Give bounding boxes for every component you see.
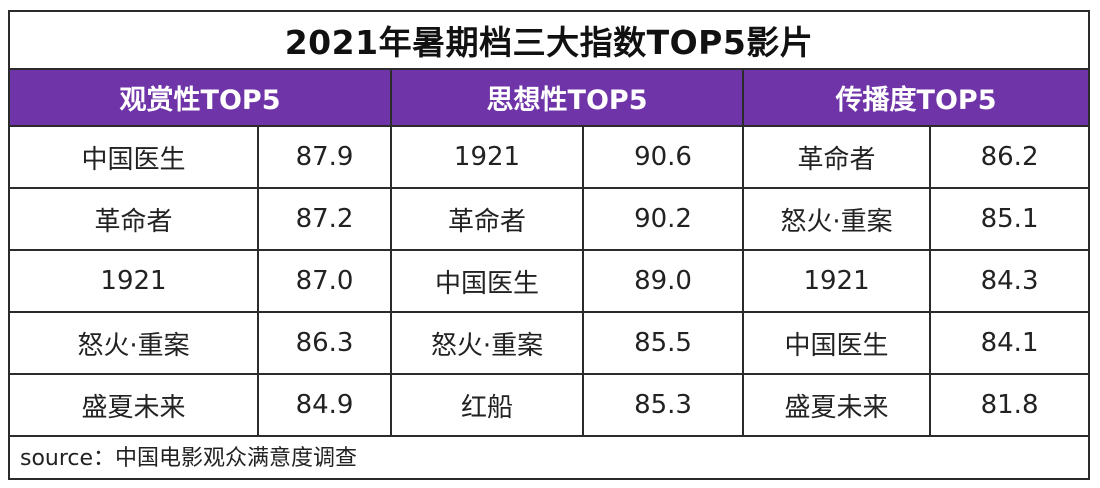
- score-cell: 85.5: [583, 312, 745, 375]
- score-cell: 81.8: [930, 374, 1089, 437]
- score-cell: 90.6: [583, 126, 745, 189]
- film-cell: 怒火·重案: [743, 188, 932, 251]
- film-cell: 1921: [10, 250, 259, 313]
- score-cell: 86.3: [258, 312, 393, 375]
- table-row: 怒火·重案 86.3 怒火·重案 85.5 中国医生 84.1: [10, 312, 1089, 375]
- film-cell: 革命者: [10, 188, 259, 251]
- source-note: source：中国电影观众满意度调查: [20, 446, 358, 471]
- header-spread: 传播度TOP5: [743, 70, 1089, 127]
- film-cell: 盛夏未来: [10, 374, 259, 437]
- score-cell: 85.3: [583, 374, 745, 437]
- ranking-table-frame: 2021年暑期档三大指数TOP5影片 观赏性TOP5 思想性TOP5 传播度TO…: [8, 10, 1090, 480]
- film-cell: 中国医生: [743, 312, 932, 375]
- film-cell: 中国医生: [391, 250, 585, 313]
- table-row: 中国医生 87.9 1921 90.6 革命者 86.2: [10, 126, 1089, 189]
- score-cell: 84.3: [930, 250, 1089, 313]
- score-cell: 87.0: [258, 250, 393, 313]
- film-cell: 怒火·重案: [391, 312, 585, 375]
- film-cell: 怒火·重案: [10, 312, 259, 375]
- score-cell: 84.9: [258, 374, 393, 437]
- table-title: 2021年暑期档三大指数TOP5影片: [10, 12, 1088, 70]
- score-cell: 84.1: [930, 312, 1089, 375]
- film-cell: 1921: [743, 250, 932, 313]
- score-cell: 86.2: [930, 126, 1089, 189]
- score-cell: 89.0: [583, 250, 745, 313]
- table-row: 盛夏未来 84.9 红船 85.3 盛夏未来 81.8: [10, 374, 1089, 437]
- score-cell: 87.9: [258, 126, 393, 189]
- table-row: 革命者 87.2 革命者 90.2 怒火·重案 85.1: [10, 188, 1089, 251]
- table-row: 1921 87.0 中国医生 89.0 1921 84.3: [10, 250, 1089, 313]
- score-cell: 90.2: [583, 188, 745, 251]
- film-cell: 中国医生: [10, 126, 259, 189]
- film-cell: 革命者: [743, 126, 932, 189]
- score-cell: 87.2: [258, 188, 393, 251]
- film-cell: 1921: [391, 126, 585, 189]
- score-cell: 85.1: [930, 188, 1089, 251]
- film-cell: 革命者: [391, 188, 585, 251]
- film-cell: 盛夏未来: [743, 374, 932, 437]
- header-row: 观赏性TOP5 思想性TOP5 传播度TOP5: [10, 70, 1089, 127]
- header-watchability: 观赏性TOP5: [10, 70, 393, 127]
- film-cell: 红船: [391, 374, 585, 437]
- ranking-table: 观赏性TOP5 思想性TOP5 传播度TOP5 中国医生 87.9 1921 9…: [10, 70, 1089, 437]
- header-thought: 思想性TOP5: [391, 70, 745, 127]
